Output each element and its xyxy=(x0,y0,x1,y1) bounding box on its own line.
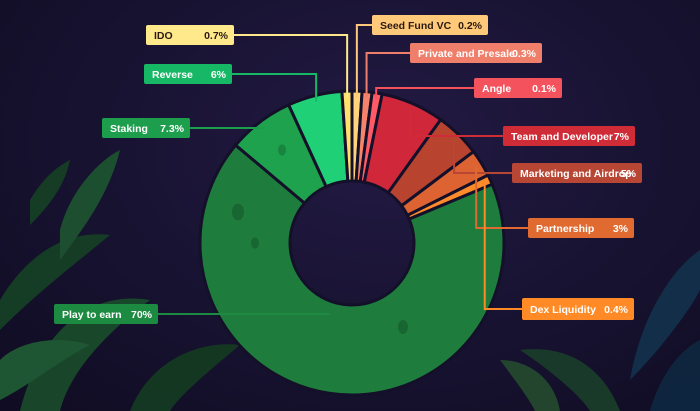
callout-staking: Staking 7.3% xyxy=(102,118,190,138)
leader-line xyxy=(234,34,349,98)
jungle-leaves xyxy=(0,150,700,411)
leader-lines xyxy=(158,24,528,315)
callout-value: 0.2% xyxy=(458,20,483,32)
callout-label: Play to earn xyxy=(62,309,122,321)
callout-box xyxy=(144,64,232,84)
callout-value: 0.4% xyxy=(604,304,629,316)
donut-slice-ido xyxy=(340,89,354,183)
callout-label: Private and Presale xyxy=(418,48,515,60)
leaf-right-2 xyxy=(520,349,620,411)
callout-label: Angle xyxy=(482,83,511,95)
callout-ido: IDO 0.7% xyxy=(146,25,234,45)
leaf-left-4 xyxy=(130,344,240,411)
leader-line xyxy=(355,24,372,98)
callout-box xyxy=(102,118,190,138)
callout-value: 7% xyxy=(614,131,630,143)
callout-value: 0.3% xyxy=(512,48,537,60)
crater-decoration xyxy=(251,237,259,249)
donut-slice-play-to-earn xyxy=(198,143,506,397)
callout-box xyxy=(474,78,562,98)
crater-decoration xyxy=(278,144,286,156)
callout-reverse: Reverse 6% xyxy=(144,64,232,84)
callout-label: Reverse xyxy=(152,69,193,81)
leader-line xyxy=(453,138,512,174)
leader-line xyxy=(483,182,522,310)
callout-value: 6% xyxy=(211,69,227,81)
leaf-right-4 xyxy=(500,360,560,411)
callout-label: Marketing and Airdrop xyxy=(520,168,632,180)
leader-line xyxy=(375,87,474,100)
callout-angle: Angle 0.1% xyxy=(474,78,562,98)
callout-label: Seed Fund VC xyxy=(380,20,452,32)
callout-team-and-developer: Team and Developer 7% xyxy=(503,126,635,146)
callout-box xyxy=(512,163,642,183)
callout-label: Staking xyxy=(110,123,148,135)
leader-line xyxy=(475,166,528,229)
leader-line xyxy=(232,73,318,102)
callout-box xyxy=(522,298,634,320)
leaf-left-6 xyxy=(30,160,70,225)
leaf-left-2 xyxy=(20,298,150,411)
callout-partnership: Partnership 3% xyxy=(528,218,634,238)
callout-box xyxy=(503,126,635,146)
callout-box xyxy=(528,218,634,238)
donut-wedges xyxy=(198,89,506,397)
leaf-left-3 xyxy=(60,150,120,260)
callout-label: Dex Liquidity xyxy=(530,304,596,316)
callout-box xyxy=(410,43,542,63)
callout-value: 0.7% xyxy=(204,30,229,42)
callout-label: Team and Developer xyxy=(511,131,613,143)
crater-decoration xyxy=(398,320,408,334)
leaf-left-1 xyxy=(0,234,110,330)
leader-line xyxy=(409,109,503,137)
callout-dex-liquidity: Dex Liquidity 0.4% xyxy=(522,298,634,320)
leader-line xyxy=(190,126,265,129)
callout-value: 5% xyxy=(621,168,637,180)
callout-label: IDO xyxy=(154,30,173,42)
leaf-right-3 xyxy=(650,340,700,411)
callout-play-to-earn: Play to earn 70% xyxy=(54,304,158,324)
callout-value: 0.1% xyxy=(532,83,557,95)
callout-value: 7.3% xyxy=(160,123,185,135)
callout-value: 70% xyxy=(131,309,153,321)
callout-box xyxy=(54,304,158,324)
leader-line xyxy=(365,52,410,98)
callout-box xyxy=(372,15,488,35)
callout-label: Partnership xyxy=(536,223,594,235)
leaf-right-1 xyxy=(630,250,700,380)
callout-seed-fund-vc: Seed Fund VC 0.2% xyxy=(372,15,488,35)
leaf-left-5 xyxy=(0,340,90,400)
callout-box xyxy=(146,25,234,45)
crater-decoration xyxy=(232,203,244,221)
callout-value: 3% xyxy=(613,223,629,235)
